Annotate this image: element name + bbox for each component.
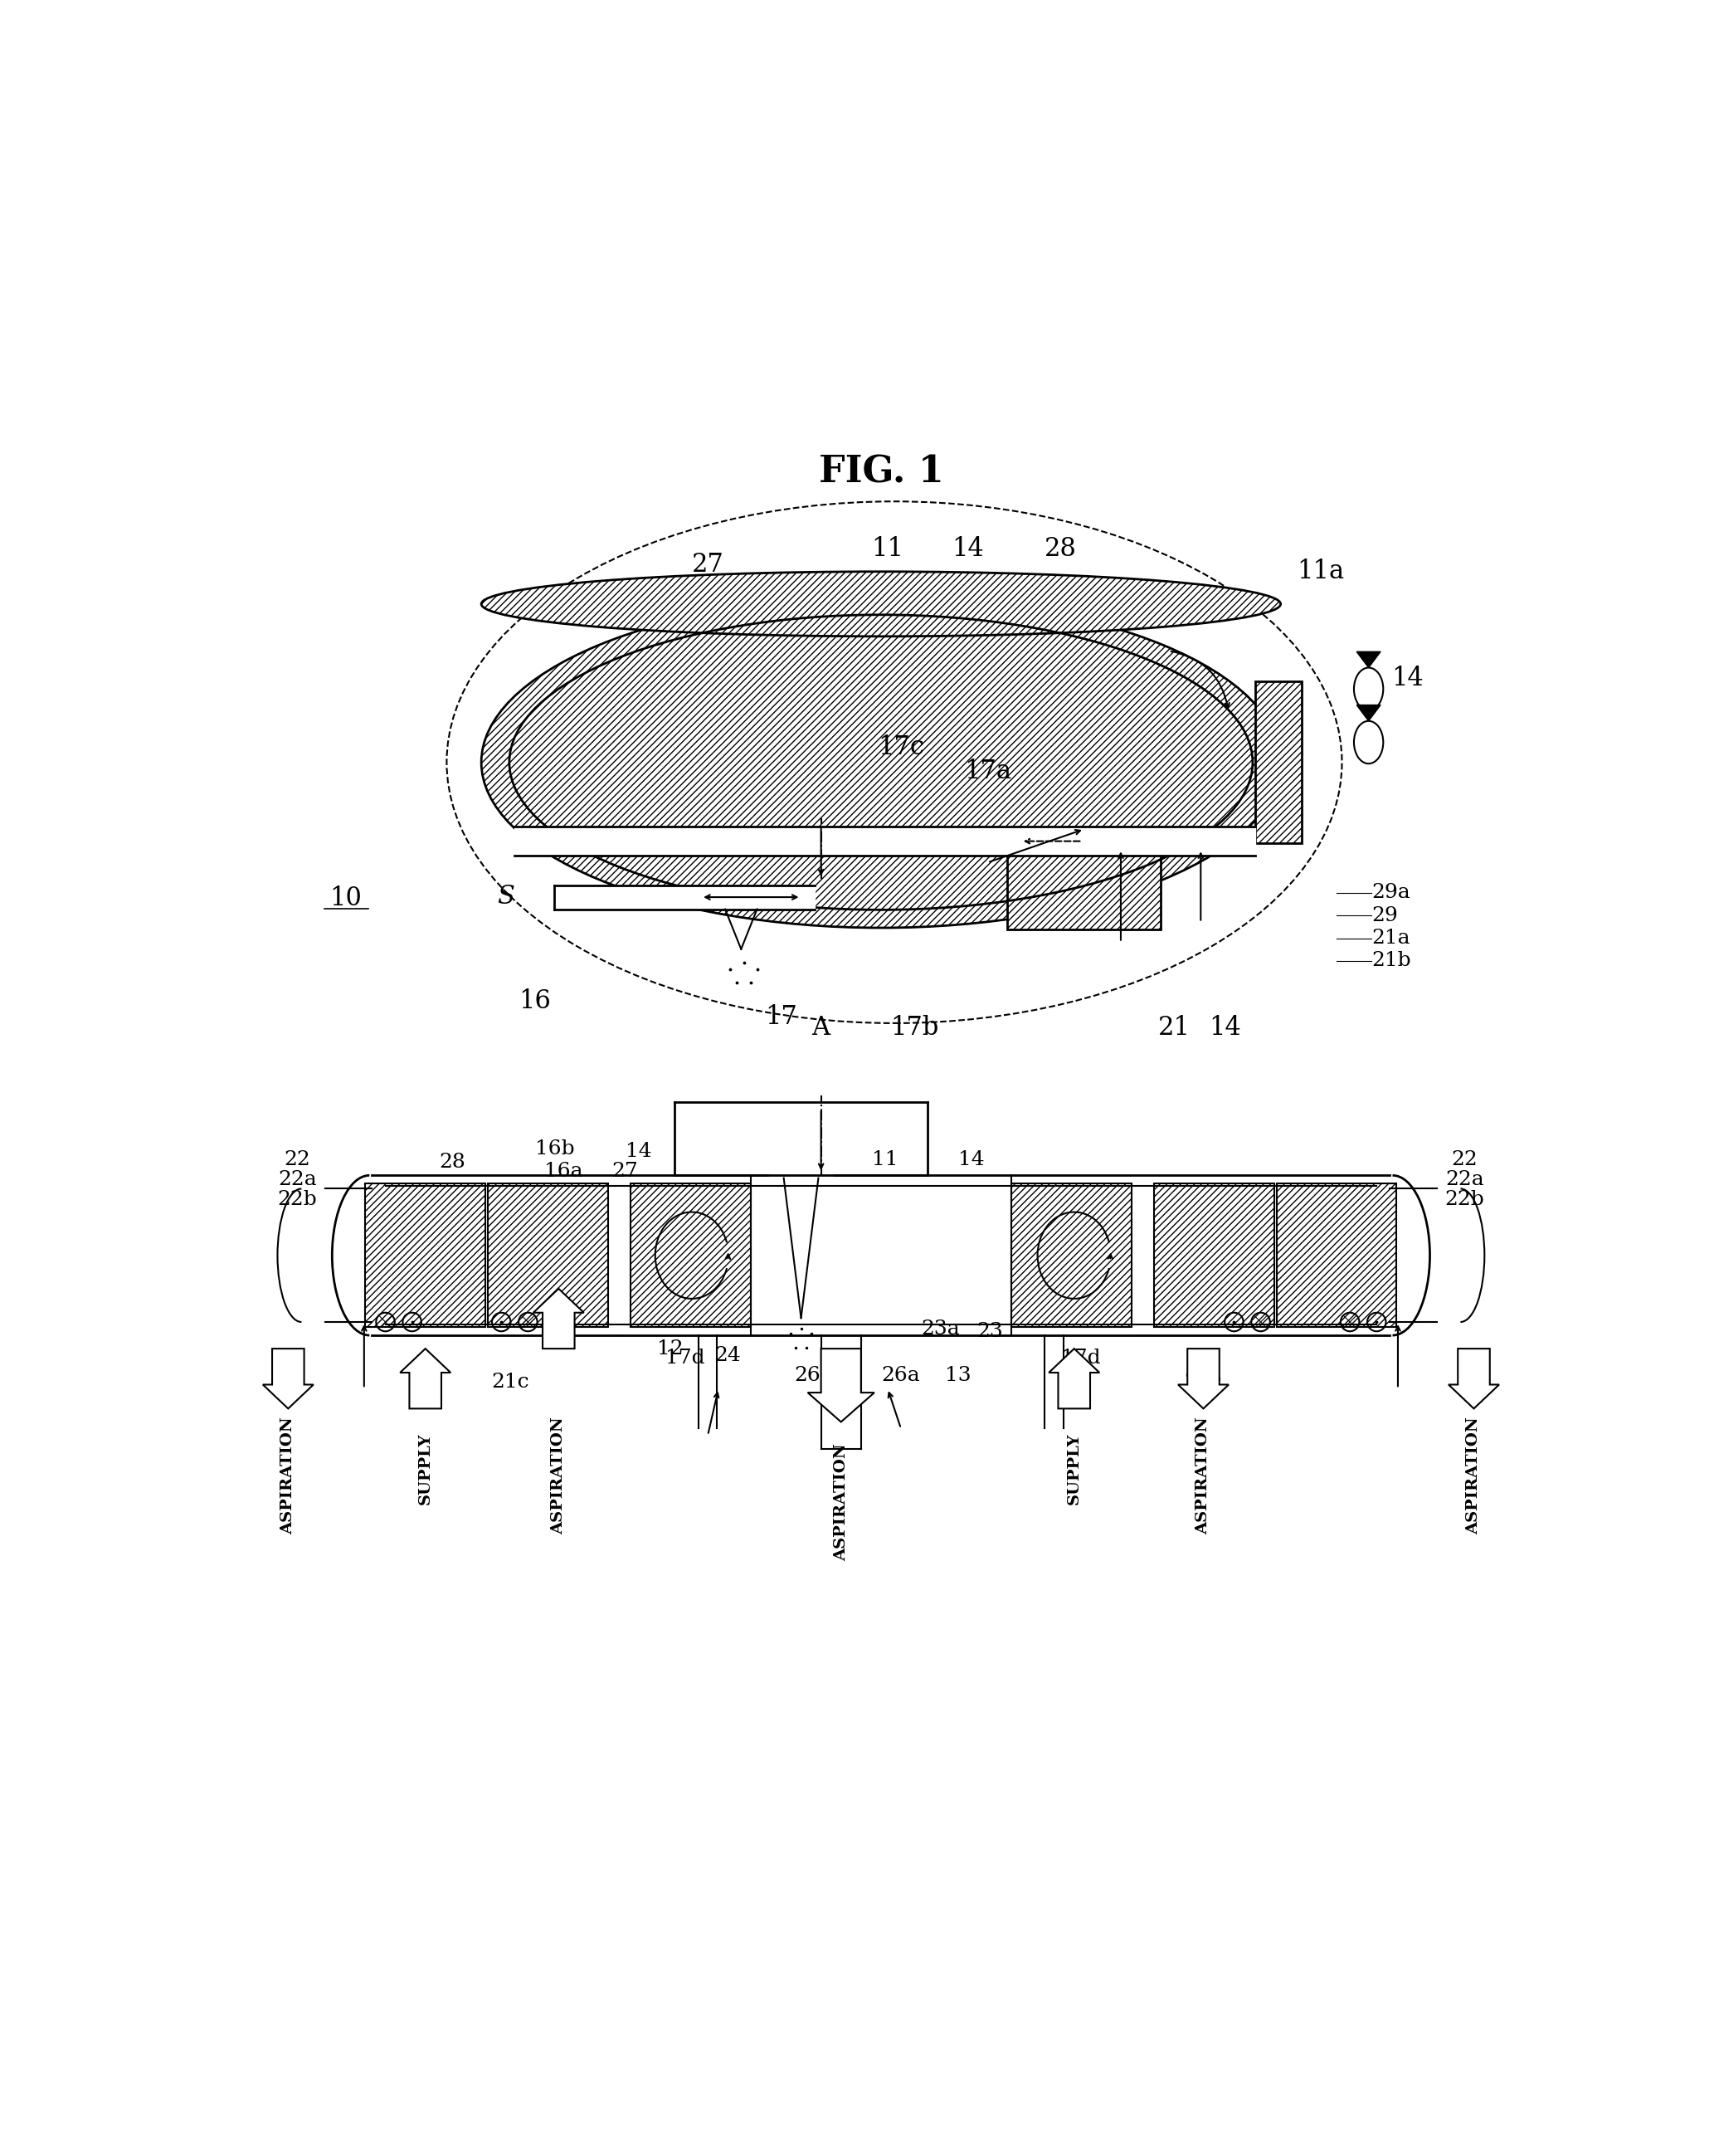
Text: ASPIRATION: ASPIRATION [552,1416,566,1535]
Text: 21a: 21a [1372,929,1410,949]
Bar [488,1184,609,1328]
Bar [631,1184,751,1328]
Text: FIG. 1: FIG. 1 [818,455,944,489]
Text: ASPIRATION: ASPIRATION [1196,1416,1210,1535]
Text: 22: 22 [1451,1149,1478,1169]
Text: 16a: 16a [545,1162,583,1181]
Text: 14: 14 [626,1143,652,1160]
FancyArrow shape [263,1350,313,1408]
Text: 22: 22 [284,1149,311,1169]
Bar [1255,681,1301,843]
Text: ASPIRATION: ASPIRATION [834,1442,849,1561]
Text: 10: 10 [330,886,361,912]
Text: B: B [1382,1238,1398,1255]
Text: 11: 11 [872,1149,897,1169]
Text: 28: 28 [1045,537,1078,563]
Text: B: B [364,1238,380,1255]
Ellipse shape [481,597,1281,927]
Text: A: A [811,1015,830,1041]
Text: 26a: 26a [882,1365,920,1384]
Ellipse shape [481,571,1281,636]
Text: 12: 12 [657,1339,684,1358]
Text: 29a: 29a [1372,884,1410,903]
Text: 11a: 11a [1296,558,1344,584]
Text: 22a: 22a [1446,1171,1483,1188]
Text: 29: 29 [1372,906,1398,925]
Bar [1011,1184,1131,1328]
FancyArrow shape [401,1350,450,1408]
Bar [1153,1184,1274,1328]
Text: 21c: 21c [1184,1373,1222,1391]
Text: 27: 27 [691,552,724,578]
Text: 17: 17 [765,1005,798,1031]
Text: 17d: 17d [665,1348,705,1367]
Text: 14: 14 [1391,666,1423,692]
Text: 16: 16 [519,987,550,1013]
Text: 17d: 17d [1061,1348,1100,1367]
Text: 21c: 21c [492,1373,529,1391]
Bar [1277,1184,1396,1328]
FancyArrow shape [1178,1350,1229,1408]
FancyArrow shape [1449,1350,1499,1408]
Text: 14: 14 [959,1149,985,1169]
Text: 26: 26 [794,1365,822,1384]
Text: 14: 14 [952,537,983,563]
Text: 22b: 22b [1444,1190,1483,1210]
Text: 17b: 17b [890,1015,939,1041]
Text: 16b: 16b [535,1138,574,1158]
Text: 29: 29 [385,1216,413,1235]
Text: 17c: 17c [878,735,925,761]
Text: 27: 27 [612,1162,638,1181]
FancyArrow shape [808,1350,875,1423]
Text: 11: 11 [872,537,904,563]
Polygon shape [1356,651,1380,668]
FancyArrow shape [533,1289,584,1350]
Text: 24: 24 [715,1345,741,1365]
Text: S: S [497,884,514,910]
Text: 17a: 17a [964,759,1011,785]
Text: 23: 23 [976,1322,1004,1341]
Text: ASPIRATION: ASPIRATION [280,1416,296,1535]
Text: SUPPLY: SUPPLY [1067,1434,1081,1505]
Text: SUPPLY: SUPPLY [418,1434,433,1505]
Text: ASPIRATION: ASPIRATION [1466,1416,1482,1535]
Text: 13: 13 [945,1365,971,1384]
Text: 22a: 22a [278,1171,316,1188]
Bar [366,1184,485,1328]
Bar [1007,830,1160,929]
Text: 21b: 21b [1372,951,1411,970]
Text: 28: 28 [438,1153,466,1171]
Text: 21: 21 [1159,1015,1190,1041]
Polygon shape [1356,705,1380,720]
Text: 14: 14 [1208,1015,1241,1041]
Text: 23a: 23a [921,1319,961,1339]
Text: 22b: 22b [278,1190,318,1210]
FancyArrow shape [1049,1350,1100,1408]
